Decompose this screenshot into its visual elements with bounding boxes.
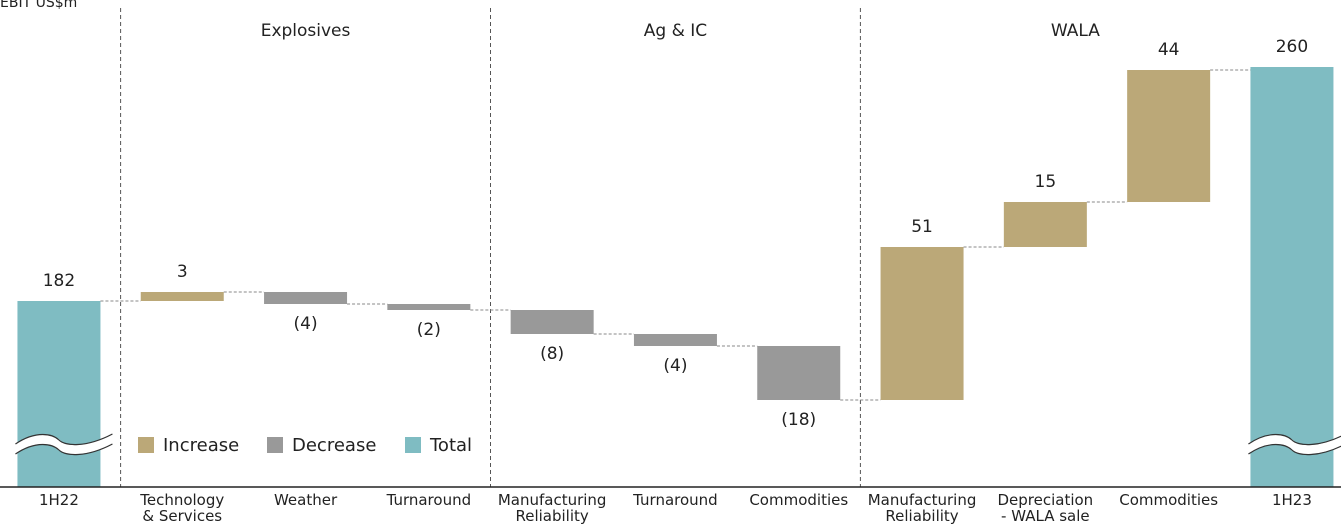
x-tick-label: 1H23 xyxy=(1271,491,1312,509)
value-label: (18) xyxy=(781,410,816,430)
bar xyxy=(1250,67,1334,487)
value-label: 51 xyxy=(911,217,933,237)
bar xyxy=(140,292,224,301)
legend-swatch xyxy=(138,437,154,453)
group-label: WALA xyxy=(1051,21,1100,41)
y-axis-label: EBIT US$m xyxy=(0,0,77,11)
x-tick-label: Commodities xyxy=(749,491,849,509)
bar xyxy=(1127,70,1211,202)
axis-break-edge xyxy=(1248,433,1341,446)
x-tick-label: Manufacturing Reliability xyxy=(867,491,977,525)
legend-label: Total xyxy=(429,435,472,456)
x-tick-label: Weather xyxy=(273,491,338,509)
value-label: 182 xyxy=(43,271,75,291)
legend-label: Decrease xyxy=(292,435,376,456)
value-label: 3 xyxy=(177,262,188,282)
value-label: (4) xyxy=(663,356,687,376)
value-label: 260 xyxy=(1276,37,1308,57)
bar xyxy=(510,310,594,334)
bar xyxy=(17,301,101,487)
value-label: (4) xyxy=(294,314,318,334)
bar xyxy=(757,346,841,400)
x-tick-label: Technology & Services xyxy=(140,491,225,525)
legend-label: Increase xyxy=(163,435,239,456)
x-tick-label: Turnaround xyxy=(633,491,718,509)
x-tick-label: 1H22 xyxy=(38,491,79,509)
x-tick-label: Depreciation - WALA sale xyxy=(997,491,1094,525)
axis-break-edge xyxy=(15,443,113,456)
bar xyxy=(264,292,348,304)
value-label: (2) xyxy=(417,320,441,340)
bar xyxy=(387,304,471,310)
axis-break xyxy=(1245,435,1341,454)
axis-break-edge xyxy=(15,433,113,446)
bar xyxy=(1003,202,1087,247)
x-tick-label: Turnaround xyxy=(386,491,472,509)
group-label: Explosives xyxy=(261,21,351,41)
group-label: Ag & IC xyxy=(644,21,707,41)
axis-break-edge xyxy=(1248,443,1341,456)
legend-swatch xyxy=(267,437,283,453)
legend-swatch xyxy=(405,437,421,453)
bar xyxy=(880,247,964,400)
x-tick-label: Commodities xyxy=(1119,491,1219,509)
bar xyxy=(633,334,717,346)
value-label: 15 xyxy=(1035,172,1057,192)
value-label: 44 xyxy=(1158,40,1180,60)
value-label: (8) xyxy=(540,344,564,364)
x-tick-label: Manufacturing Reliability xyxy=(497,491,607,525)
axis-break xyxy=(12,434,115,454)
